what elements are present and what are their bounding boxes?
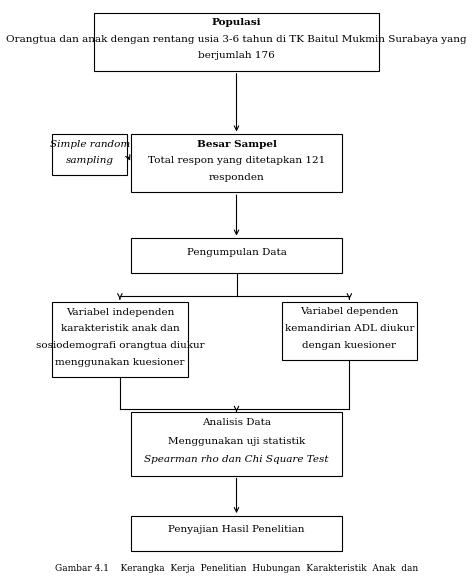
Text: Variabel dependen: Variabel dependen [300,307,399,317]
Text: responden: responden [209,173,264,182]
FancyBboxPatch shape [52,302,188,377]
Text: Gambar 4.1    Kerangka  Kerja  Penelitian  Hubungan  Karakteristik  Anak  dan: Gambar 4.1 Kerangka Kerja Penelitian Hub… [55,564,418,572]
FancyBboxPatch shape [131,412,342,475]
Text: Pengumpulan Data: Pengumpulan Data [186,248,287,257]
Text: sampling: sampling [66,156,114,165]
Text: Variabel independen: Variabel independen [66,307,174,317]
Text: Analisis Data: Analisis Data [202,418,271,428]
Text: Simple random: Simple random [50,139,130,149]
Text: menggunakan kuesioner: menggunakan kuesioner [55,358,184,367]
Text: sosiodemografi orangtua diukur: sosiodemografi orangtua diukur [35,341,204,350]
Text: Menggunakan uji statistik: Menggunakan uji statistik [168,436,305,446]
FancyBboxPatch shape [52,134,127,175]
FancyBboxPatch shape [131,238,342,273]
Text: Orangtua dan anak dengan rentang usia 3-6 tahun di TK Baitul Mukmin Surabaya yan: Orangtua dan anak dengan rentang usia 3-… [6,35,467,44]
Text: berjumlah 176: berjumlah 176 [198,51,275,60]
Text: Total respon yang ditetapkan 121: Total respon yang ditetapkan 121 [148,156,325,166]
Text: Besar Sampel: Besar Sampel [197,140,276,149]
Text: dengan kuesioner: dengan kuesioner [302,340,396,350]
FancyBboxPatch shape [281,302,417,360]
Text: Penyajian Hasil Penelitian: Penyajian Hasil Penelitian [168,525,305,535]
FancyBboxPatch shape [94,13,379,71]
FancyBboxPatch shape [131,134,342,192]
Text: Spearman rho dan Chi Square Test: Spearman rho dan Chi Square Test [144,455,329,464]
Text: karakteristik anak dan: karakteristik anak dan [61,324,179,333]
Text: Populasi: Populasi [212,19,261,27]
FancyBboxPatch shape [131,516,342,551]
Text: kemandirian ADL diukur: kemandirian ADL diukur [285,324,414,333]
